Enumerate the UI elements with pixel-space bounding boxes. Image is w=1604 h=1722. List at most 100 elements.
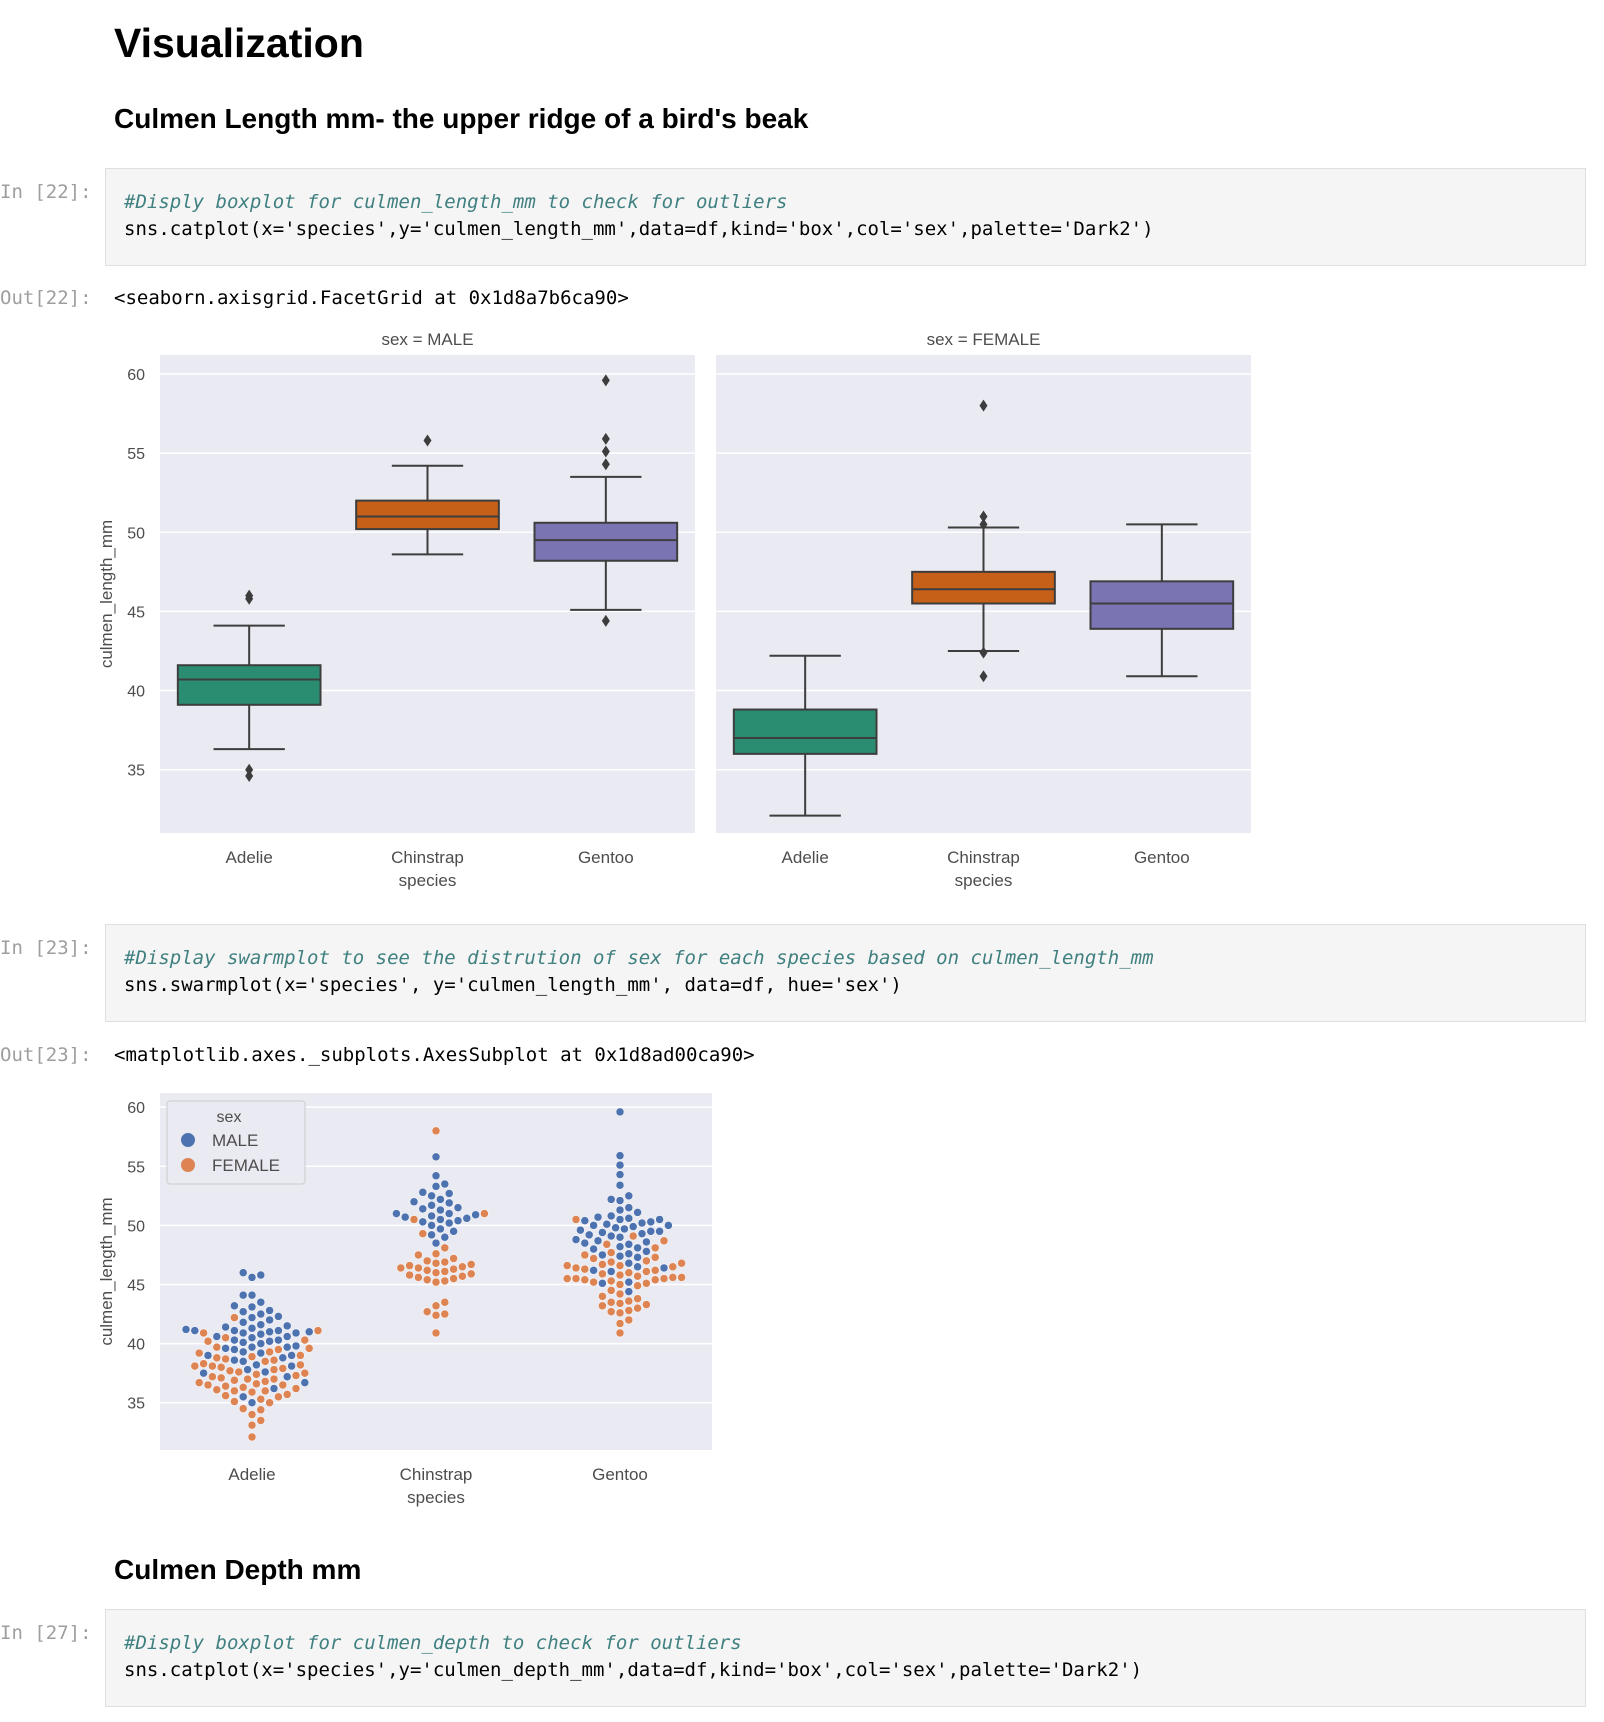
swarm-point-female <box>190 1361 200 1371</box>
code-comment: #Display swarmplot to see the distrution… <box>124 947 1154 969</box>
swarm-point-female <box>642 1256 651 1266</box>
swarm-point-male <box>462 1214 472 1223</box>
swarm-point-male <box>418 1188 428 1197</box>
swarm-point-female <box>650 1266 660 1275</box>
swarm-point-male <box>427 1201 436 1210</box>
swarm-point-male <box>637 1229 647 1238</box>
swarm-point-male <box>637 1218 647 1228</box>
swarm-point-female <box>580 1264 590 1274</box>
swarm-point-male <box>221 1322 230 1332</box>
outlier-point <box>979 518 988 531</box>
swarm-point-female <box>212 1353 222 1363</box>
swarm-point-male <box>230 1355 239 1365</box>
output-text-22: <seaborn.axisgrid.FacetGrid at 0x1d8a7b6… <box>114 287 629 309</box>
swarm-point-male <box>287 1361 296 1371</box>
swarm-point-male <box>449 1227 458 1236</box>
code-cell-27[interactable]: #Disply boxplot for culmen_depth to chec… <box>105 1609 1586 1707</box>
swarm-point-female <box>431 1277 441 1287</box>
x-tick-label: Adelie <box>782 848 829 867</box>
swarm-point-female <box>221 1391 230 1400</box>
swarm-point-male <box>238 1328 248 1338</box>
swarm-point-female <box>247 1387 257 1397</box>
swarm-point-female <box>602 1240 612 1249</box>
swarm-point-male <box>440 1232 450 1242</box>
swarm-point-male <box>304 1327 314 1337</box>
swarm-point-male <box>256 1297 266 1307</box>
swarm-point-male <box>221 1344 230 1353</box>
swarm-point-male <box>291 1328 301 1338</box>
swarm-point-female <box>606 1248 616 1257</box>
swarm-point-female <box>633 1281 642 1290</box>
swarm-point-male <box>646 1217 656 1227</box>
swarm-point-female <box>642 1300 651 1309</box>
swarm-point-male <box>282 1321 292 1331</box>
swarm-point-male <box>247 1398 257 1407</box>
swarm-point-female <box>633 1271 642 1281</box>
swarm-point-female <box>431 1301 441 1311</box>
outlier-point <box>245 589 254 602</box>
swarm-point-male <box>230 1335 239 1345</box>
swarm-point-female <box>208 1361 217 1371</box>
swarm-point-male <box>453 1203 463 1212</box>
box-adelie <box>732 708 878 755</box>
y-tick-label: 55 <box>127 1159 145 1176</box>
code-cell-23[interactable]: #Display swarmplot to see the distrution… <box>105 924 1586 1022</box>
outlier-point <box>979 646 988 659</box>
swarm-point-female <box>431 1310 441 1320</box>
swarm-point-male <box>593 1212 603 1222</box>
swarm-point-male <box>409 1197 419 1207</box>
swarm-point-female <box>431 1126 441 1136</box>
swarm-point-male <box>265 1306 274 1315</box>
swarm-point-female <box>668 1273 678 1282</box>
swarm-point-male <box>615 1170 625 1179</box>
swarm-point-male <box>427 1230 436 1240</box>
swarm-point-male <box>260 1367 270 1377</box>
swarm-point-female <box>282 1390 292 1399</box>
y-tick-label: 60 <box>127 1100 145 1117</box>
page-title: Visualization <box>114 20 364 66</box>
box-adelie <box>176 664 322 706</box>
y-tick-label: 45 <box>127 1278 145 1295</box>
swarm-point-male <box>615 1107 625 1117</box>
swarm-point-female <box>589 1277 598 1287</box>
swarm-point-female <box>598 1292 607 1301</box>
swarm-point-female <box>238 1383 248 1392</box>
swarm-point-female <box>216 1373 226 1383</box>
swarm-point-female <box>458 1271 467 1281</box>
swarm-point-female <box>203 1336 213 1346</box>
swarm-point-male <box>418 1204 428 1214</box>
legend-label-female: FEMALE <box>212 1156 280 1175</box>
swarm-point-male <box>606 1195 616 1204</box>
swarm-point-male <box>584 1230 594 1240</box>
swarm-point-female <box>466 1269 476 1279</box>
swarm-point-male <box>620 1224 629 1234</box>
swarm-point-male <box>230 1326 239 1335</box>
swarm-point-male <box>256 1270 266 1280</box>
code-cell-22[interactable]: #Disply boxplot for culmen_length_mm to … <box>105 168 1586 266</box>
swarm-point-female <box>234 1367 244 1377</box>
legend-title: sex <box>217 1109 242 1126</box>
swarm-point-male <box>431 1171 441 1180</box>
x-tick-label: Chinstrap <box>391 848 464 867</box>
swarm-point-male <box>274 1335 283 1345</box>
swarm-point-female <box>265 1347 274 1357</box>
box-chinstrap <box>911 570 1056 605</box>
swarm-point-male <box>203 1351 213 1360</box>
swarmplot-chart: culmen_length_mm 35 40 45 50 55 60 Adelie Chinst… <box>97 1093 712 1507</box>
swarm-point-female <box>440 1267 450 1276</box>
swarm-point-female <box>405 1261 414 1270</box>
swarm-point-female <box>300 1368 310 1378</box>
swarm-point-female <box>615 1308 625 1318</box>
swarm-point-female <box>466 1260 476 1269</box>
swarm-point-male <box>633 1262 642 1272</box>
x-tick-label: Adelie <box>226 848 273 867</box>
swarm-point-male <box>606 1211 616 1221</box>
swarm-point-male <box>436 1205 445 1215</box>
x-tick-label: Chinstrap <box>947 848 1020 867</box>
swarm-point-female <box>409 1215 419 1224</box>
swarm-point-female <box>642 1279 651 1288</box>
y-tick-label: 55 <box>127 446 145 463</box>
code-line: sns.catplot(x='species',y='culmen_depth_… <box>124 1659 1143 1681</box>
swarm-point-female <box>449 1264 458 1274</box>
swarm-point-female <box>422 1256 432 1266</box>
